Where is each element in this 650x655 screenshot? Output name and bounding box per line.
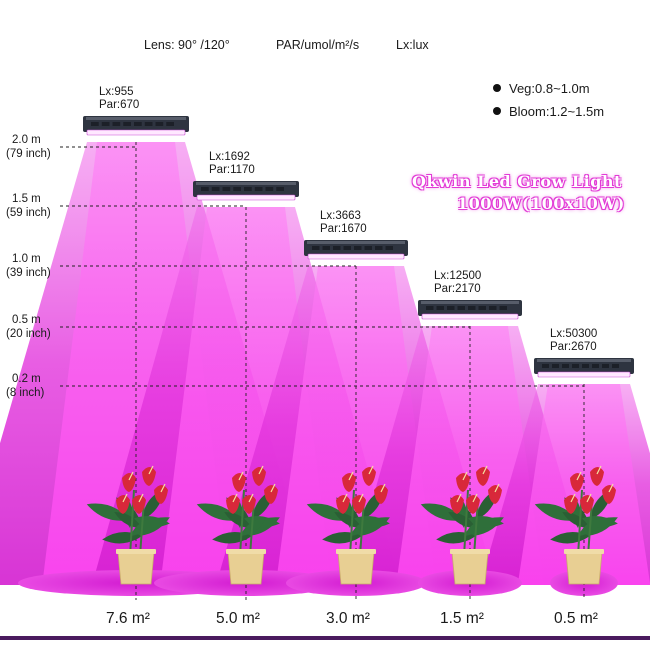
par-reading: Par:2170 — [434, 283, 481, 295]
plants — [86, 465, 618, 585]
lux-reading: Lx:955 — [99, 86, 134, 98]
height-tick: 0.5 m (20 inch) — [6, 313, 51, 341]
height-tick: 2.0 m (79 inch) — [6, 133, 51, 161]
par-reading: Par:670 — [99, 99, 140, 111]
coverage-area: 1.5 m² — [440, 610, 484, 627]
height-tick-inches: (8 inch) — [6, 387, 45, 399]
light-reading: Lx:50300 Par:2670 — [550, 328, 597, 354]
potted-plant — [306, 465, 390, 585]
height-tick-meters: 2.0 m — [12, 134, 41, 146]
height-tick-meters: 1.0 m — [12, 253, 41, 265]
coverage-area: 7.6 m² — [106, 610, 150, 627]
bullet-icon — [493, 107, 501, 115]
lux-reading: Lx:12500 — [434, 270, 482, 282]
led-lamps — [83, 116, 634, 378]
height-tick: 0.2 m (8 inch) — [6, 372, 44, 400]
product-subtitle: 1000W(100x10W) — [457, 194, 625, 213]
height-tick: 1.5 m (59 inch) — [6, 192, 51, 220]
led-lamp — [83, 116, 189, 136]
par-unit-label: PAR/umol/m²/s — [276, 38, 360, 52]
lux-reading: Lx:50300 — [550, 328, 598, 340]
potted-plant — [420, 465, 504, 585]
ground-line — [0, 636, 650, 640]
coverage-area: 0.5 m² — [554, 610, 598, 627]
led-lamp — [304, 240, 408, 260]
height-tick-inches: (59 inch) — [6, 207, 51, 219]
height-tick-inches: (39 inch) — [6, 267, 51, 279]
lens-label: Lens: 90° /120° — [144, 38, 230, 52]
height-tick-meters: 1.5 m — [12, 193, 41, 205]
coverage-area: 5.0 m² — [216, 610, 260, 627]
height-tick-inches: (79 inch) — [6, 148, 51, 160]
lux-reading: Lx:1692 — [209, 151, 250, 163]
coverage-area: 3.0 m² — [326, 610, 370, 627]
potted-plant — [86, 465, 170, 585]
light-reading: Lx:3663 Par:1670 — [320, 210, 367, 236]
par-reading: Par:1170 — [209, 164, 255, 176]
product-title: Qkwin Led Grow Light — [412, 172, 622, 191]
light-reading: Lx:955 Par:670 — [99, 86, 139, 112]
light-reading: Lx:1692 Par:1170 — [209, 151, 255, 177]
par-reading: Par:1670 — [320, 223, 367, 235]
lux-reading: Lx:3663 — [320, 210, 361, 222]
light-beams — [0, 142, 650, 585]
par-reading: Par:2670 — [550, 341, 597, 353]
potted-plant — [196, 465, 280, 585]
legend-veg: Veg:0.8~1.0m — [493, 81, 590, 96]
legend-bloom: Bloom:1.2~1.5m — [493, 104, 604, 119]
height-tick: 1.0 m (39 inch) — [6, 252, 51, 280]
light-beam-core — [517, 384, 650, 585]
led-lamp — [418, 300, 522, 320]
legend-veg-text: Veg:0.8~1.0m — [509, 81, 590, 96]
led-lamp — [534, 358, 634, 378]
height-tick-meters: 0.2 m — [12, 373, 41, 385]
height-tick-inches: (20 inch) — [6, 328, 51, 340]
potted-plant — [534, 465, 618, 585]
height-tick-meters: 0.5 m — [12, 314, 41, 326]
legend-bloom-text: Bloom:1.2~1.5m — [509, 104, 605, 119]
led-lamp — [193, 181, 299, 201]
lux-unit-label: Lx:lux — [396, 38, 429, 52]
light-reading: Lx:12500 Par:2170 — [434, 270, 481, 296]
bullet-icon — [493, 84, 501, 92]
